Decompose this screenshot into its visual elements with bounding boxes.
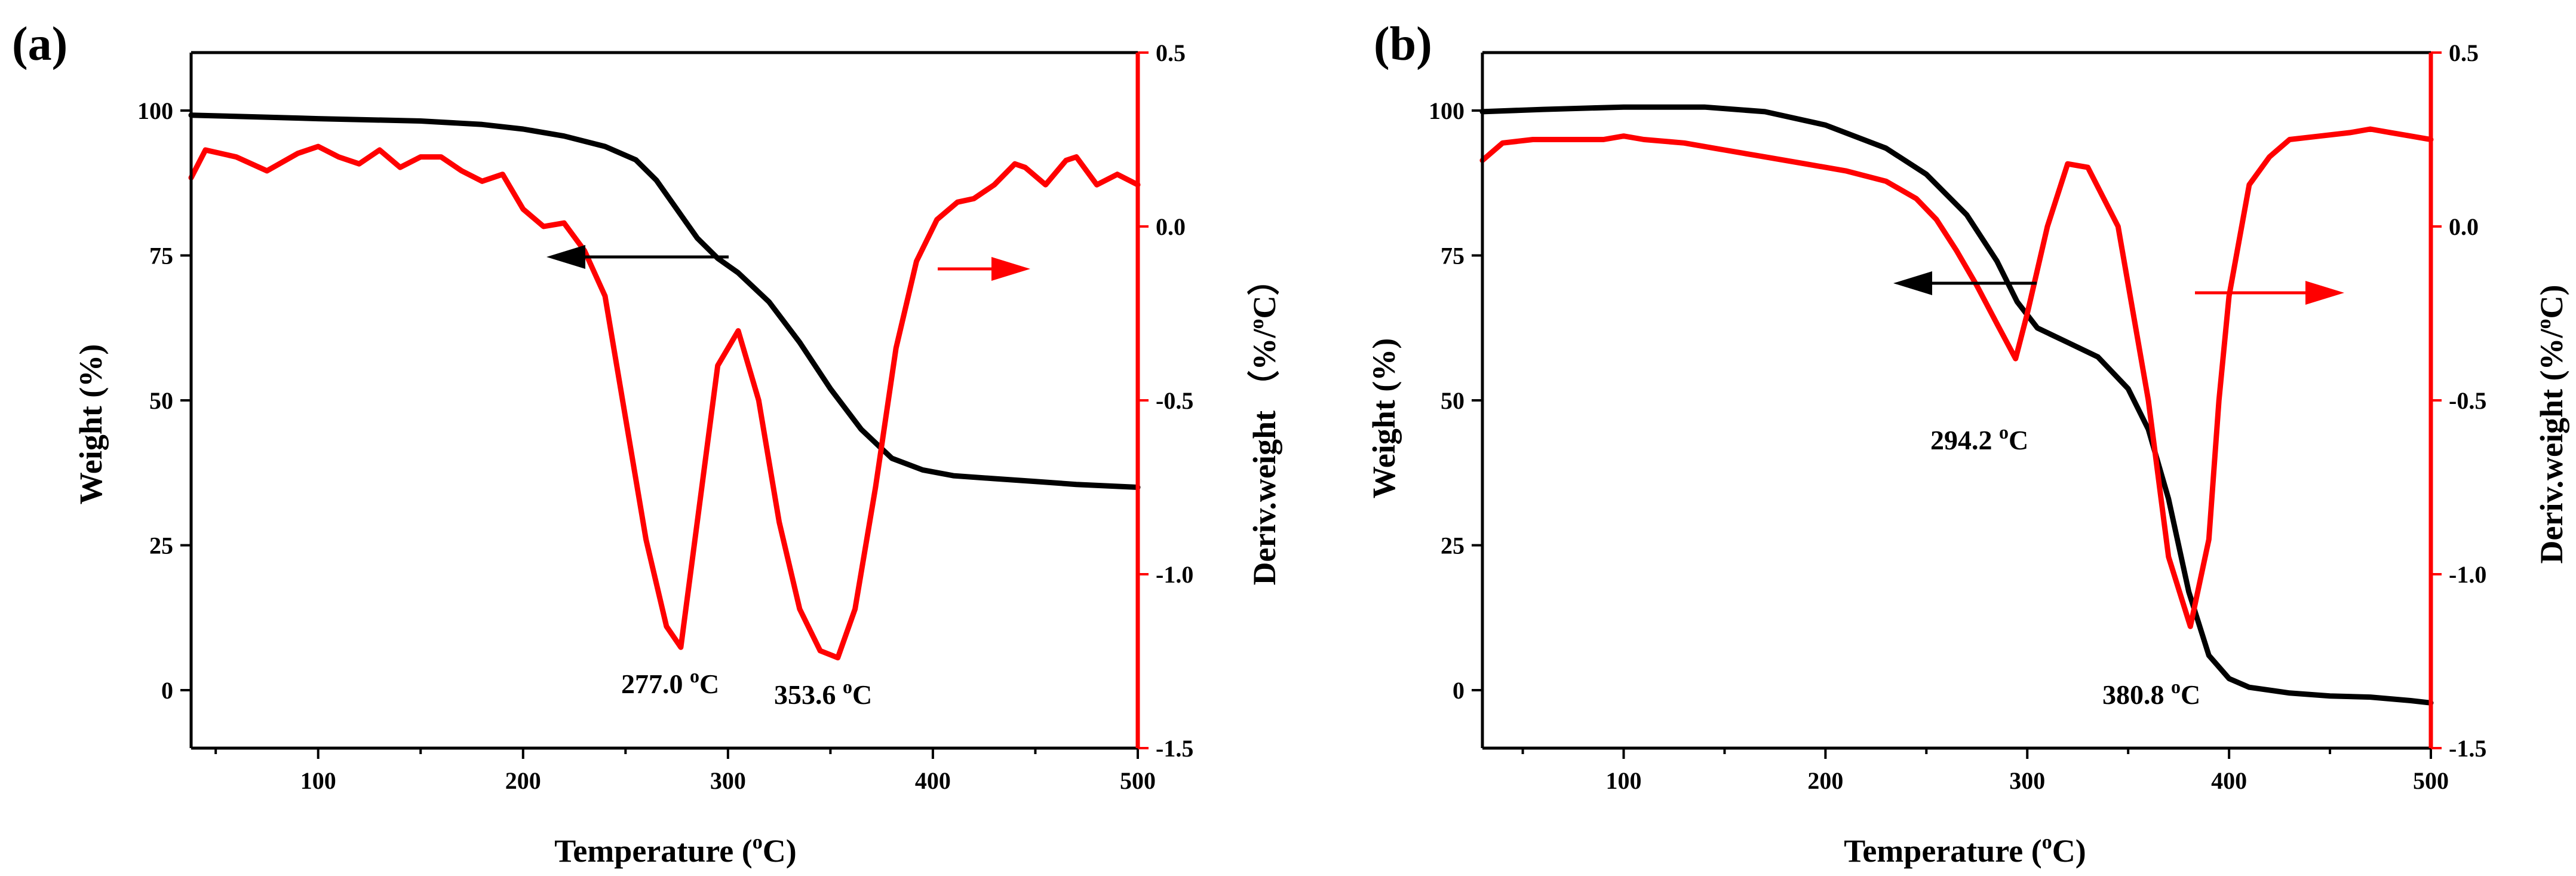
panel-b: (b) 100 200 300 400 500 0 25 50 75 100 -1.5 -1.0 -0.…: [1366, 18, 2569, 869]
x-tick-label: 300: [710, 767, 746, 794]
y-tick-label: 50: [149, 387, 173, 414]
series-line-weight: [188, 112, 1141, 490]
y-tick-label: 25: [1441, 532, 1464, 559]
panel-a-arrow-right: [938, 257, 1030, 281]
y-tick-label: 0: [1453, 677, 1464, 704]
series-line-deriv: [1479, 126, 2434, 629]
panel-a-arrow-left: [546, 245, 729, 269]
y2-tick-label: -1.5: [1156, 735, 1193, 762]
y2-tick-label: -1.0: [1156, 561, 1193, 588]
panel-a-peak-label-2: 353.6 oC: [774, 676, 872, 710]
series-line-deriv: [188, 143, 1141, 661]
y2-tick-label: 0.5: [1156, 39, 1186, 66]
y-tick-label: 75: [149, 243, 173, 269]
panel-a-x-axis-label: Temperature (oC): [554, 831, 796, 869]
panel-a-y-axis-label: Weight (%): [73, 344, 109, 504]
x-tick-label: 200: [1807, 767, 1843, 794]
panel-a-plot-area: 100 200 300 400 500 0 25 50 75 100 -1.5 -1.0 -0.5 0.0…: [137, 39, 1193, 794]
y-tick-label: 100: [1429, 97, 1464, 124]
panel-a-peak-label-1: 277.0 oC: [621, 665, 719, 699]
y2-tick-label: 0.5: [2449, 39, 2479, 66]
panel-b-y2-axis-label: Deriv.weight (%/oC): [2533, 285, 2569, 564]
panel-b-label: (b): [1374, 18, 1432, 71]
y2-tick-label: -0.5: [1156, 387, 1193, 414]
y-tick-label: 50: [1441, 387, 1464, 414]
series-line-weight: [1479, 104, 2434, 706]
y2-tick-label: -1.5: [2449, 735, 2486, 762]
x-tick-label: 500: [1120, 767, 1156, 794]
panel-b-peak-label-2: 380.8 oC: [2102, 676, 2200, 710]
y2-tick-label: 0.0: [2449, 213, 2479, 240]
x-tick-label: 200: [505, 767, 541, 794]
y2-tick-label: -1.0: [2449, 561, 2486, 588]
x-tick-label: 100: [1606, 767, 1642, 794]
panel-b-plot-area: 100 200 300 400 500 0 25 50 75 100 -1.5 -1.0 -0.5 0.0…: [1429, 39, 2486, 794]
panel-b-arrow-right: [2195, 281, 2344, 305]
panel-b-x-axis-label: Temperature (oC): [1844, 831, 2086, 869]
x-tick-label: 400: [915, 767, 951, 794]
y-tick-label: 0: [161, 677, 173, 704]
panel-b-arrow-left: [1893, 271, 2037, 295]
x-tick-label: 300: [2009, 767, 2045, 794]
y-tick-label: 25: [149, 532, 173, 559]
panel-b-peak-label-1: 294.2 oC: [1930, 421, 2028, 455]
panel-a-label: (a): [12, 18, 67, 71]
x-tick-label: 400: [2211, 767, 2247, 794]
y-tick-label: 100: [137, 97, 173, 124]
x-tick-label: 100: [300, 767, 336, 794]
panel-b-y-axis-label: Weight (%): [1366, 338, 1402, 498]
x-tick-label: 500: [2413, 767, 2449, 794]
y2-tick-label: -0.5: [2449, 387, 2486, 414]
panel-a-y2-axis-label: Deriv.weight （%/oC）: [1246, 264, 1282, 586]
panel-a: (a) 100 200 300 400 500 0 25 50 75 100 -1.5 -1.0 -0.…: [12, 18, 1282, 869]
y-tick-label: 75: [1441, 243, 1464, 269]
y2-tick-label: 0.0: [1156, 213, 1186, 240]
